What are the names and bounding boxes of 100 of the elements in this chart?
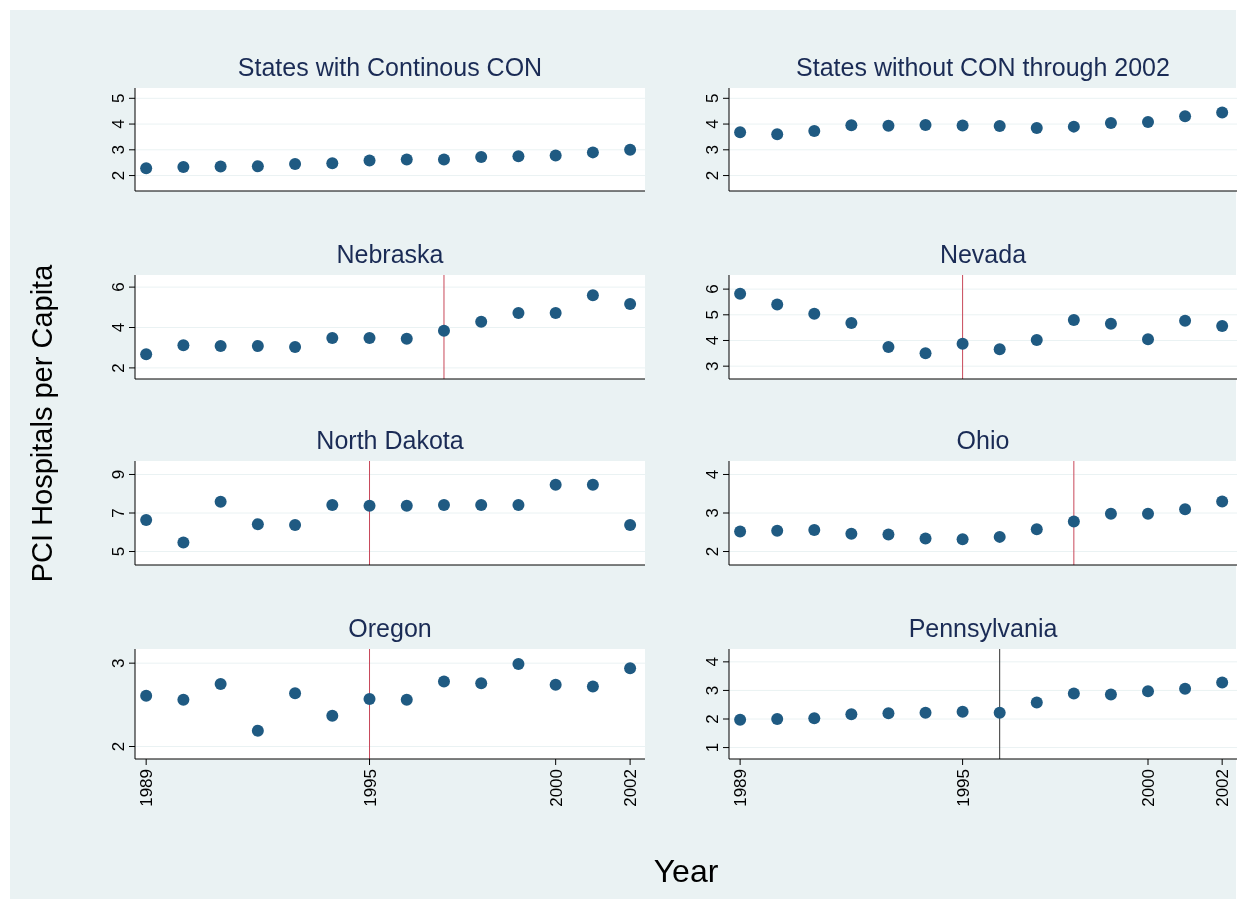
- y-tick-label: 2: [109, 363, 128, 373]
- point: [512, 306, 525, 319]
- point: [1067, 120, 1080, 133]
- point: [549, 306, 562, 319]
- point: [326, 498, 339, 511]
- chart-title: States with Continous CON: [237, 53, 543, 81]
- point: [177, 161, 190, 174]
- chart-title: Ohio: [956, 426, 1010, 454]
- point: [1216, 106, 1229, 119]
- point: [512, 658, 525, 670]
- point: [251, 160, 264, 173]
- point: [1142, 507, 1155, 520]
- point: [475, 315, 488, 328]
- point: [1104, 507, 1117, 520]
- point: [326, 157, 339, 170]
- point: [1030, 121, 1043, 134]
- point: [993, 706, 1006, 719]
- point: [549, 149, 562, 162]
- y-tick-label: 1: [703, 742, 722, 753]
- y-tick-label: 4: [703, 119, 722, 129]
- point: [512, 498, 525, 511]
- point: [993, 530, 1006, 543]
- point: [289, 157, 302, 170]
- point: [1104, 117, 1117, 130]
- point: [808, 307, 821, 320]
- chart-title: Nevada: [939, 240, 1027, 268]
- chart-title: Pennsylvania: [908, 614, 1058, 642]
- point: [586, 289, 599, 302]
- point: [437, 153, 450, 166]
- point: [437, 498, 450, 511]
- y-tick-label: 3: [703, 361, 722, 371]
- point: [363, 693, 376, 705]
- chart-title: Oregon: [348, 614, 432, 642]
- point: [845, 119, 858, 132]
- point: [1067, 515, 1080, 528]
- point: [771, 298, 784, 311]
- point: [1030, 333, 1043, 346]
- y-tick-label: 3: [703, 685, 722, 696]
- y-tick-label: 6: [109, 282, 128, 292]
- x-tick-label: 2002: [1213, 769, 1233, 807]
- point: [289, 518, 302, 531]
- point: [549, 678, 562, 691]
- point: [549, 478, 562, 491]
- point: [475, 677, 488, 690]
- point: [214, 340, 227, 353]
- point: [140, 348, 153, 361]
- y-tick-label: 5: [703, 93, 722, 104]
- point: [956, 705, 969, 718]
- point: [771, 128, 784, 141]
- point: [771, 713, 784, 725]
- y-tick-label: 4: [109, 322, 128, 333]
- y-tick-label: 2: [703, 170, 722, 181]
- y-tick-label: 2: [703, 714, 722, 724]
- point: [512, 150, 525, 163]
- y-tick-label: 5: [703, 310, 722, 320]
- point: [586, 146, 599, 159]
- point: [919, 532, 932, 545]
- point: [1104, 317, 1117, 330]
- y-axis-title: PCI Hospitals per Capita: [26, 263, 58, 583]
- point: [1179, 110, 1192, 123]
- y-tick-label: 4: [703, 657, 722, 667]
- y-tick-label: 3: [109, 658, 128, 668]
- point: [1216, 495, 1229, 508]
- point: [734, 287, 747, 300]
- point: [956, 119, 969, 132]
- point: [177, 536, 190, 549]
- point: [251, 724, 264, 737]
- point: [400, 332, 413, 345]
- point: [214, 678, 227, 690]
- x-tick-label: 2000: [1139, 769, 1159, 807]
- point: [475, 498, 488, 511]
- point: [140, 689, 153, 702]
- point: [808, 712, 821, 725]
- point: [475, 151, 488, 164]
- point: [363, 154, 376, 167]
- point: [437, 324, 450, 337]
- point: [363, 499, 376, 512]
- x-tick-label: 2002: [621, 769, 641, 807]
- point: [1142, 685, 1155, 698]
- point: [624, 298, 637, 311]
- point: [845, 708, 858, 721]
- point: [1030, 696, 1043, 709]
- point: [624, 662, 637, 675]
- point: [845, 527, 858, 540]
- point: [734, 126, 747, 139]
- point: [919, 347, 932, 360]
- chart-title: Nebraska: [336, 240, 444, 268]
- x-tick-label: 1989: [137, 769, 157, 807]
- point: [326, 332, 339, 345]
- point: [808, 125, 821, 137]
- y-tick-label: 3: [703, 508, 722, 518]
- y-tick-label: 7: [109, 508, 128, 518]
- point: [177, 693, 190, 706]
- point: [808, 523, 821, 536]
- point: [1179, 682, 1192, 695]
- point: [956, 337, 969, 350]
- point: [1142, 115, 1155, 128]
- y-tick-label: 9: [109, 469, 128, 480]
- point: [734, 713, 747, 726]
- point: [586, 680, 599, 693]
